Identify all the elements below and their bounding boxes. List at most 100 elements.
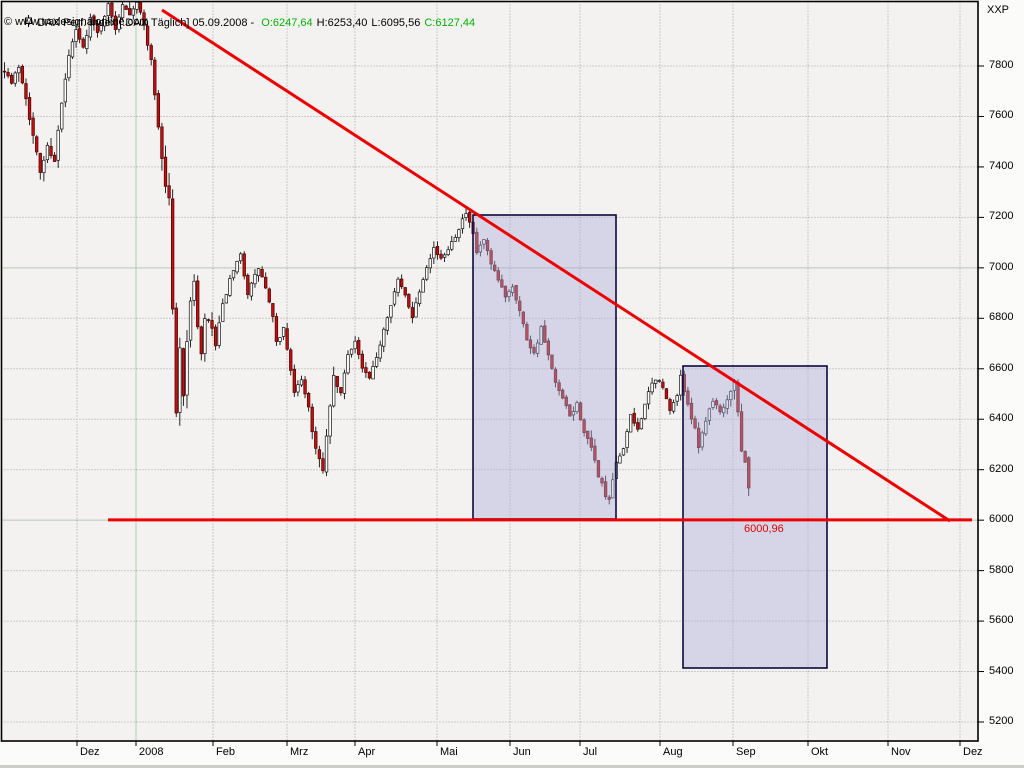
- candle-body: [371, 366, 375, 380]
- candle-body: [85, 35, 89, 49]
- candle-body: [174, 307, 178, 414]
- candle-body: [303, 379, 307, 395]
- candle-body: [403, 287, 407, 296]
- candle-body: [661, 381, 665, 388]
- candle-body: [296, 384, 300, 393]
- candle-body: [88, 17, 93, 38]
- candle-body: [77, 28, 82, 40]
- candle-body: [693, 418, 697, 429]
- candle-body: [675, 395, 679, 402]
- candle-body: [192, 280, 196, 301]
- candle-body: [410, 307, 415, 319]
- candle-body: [156, 93, 161, 128]
- x-axis-label: Feb: [216, 746, 235, 758]
- candle-body: [696, 427, 701, 449]
- candle-body: [396, 278, 400, 293]
- candle-body: [124, 5, 128, 10]
- candle-body: [496, 270, 500, 281]
- candle-body: [593, 445, 597, 461]
- candle-body: [92, 15, 96, 25]
- candle-body: [299, 379, 304, 386]
- candle-body: [106, 3, 110, 16]
- candle-body: [235, 260, 239, 273]
- candle-body: [628, 414, 633, 433]
- candle-body: [507, 291, 511, 297]
- candle-body: [238, 253, 243, 262]
- candle-body: [210, 320, 214, 329]
- x-axis-label: Apr: [358, 746, 376, 758]
- candle-body: [360, 353, 364, 369]
- candle-body: [289, 349, 293, 371]
- candle-body: [571, 411, 576, 416]
- candle-body: [188, 300, 193, 341]
- candle-body: [625, 431, 629, 448]
- candle-body: [532, 347, 536, 354]
- candle-body: [253, 274, 257, 285]
- candle-body: [729, 391, 733, 400]
- candle-body: [521, 311, 525, 325]
- candle-body: [578, 402, 583, 421]
- candle-body: [203, 318, 207, 354]
- candle-body: [428, 258, 432, 269]
- high-value: H:6253,40: [316, 16, 368, 29]
- x-axis-label: Dez: [80, 746, 100, 758]
- candle-body: [657, 380, 661, 382]
- candle-body: [535, 342, 540, 354]
- candle-body: [103, 15, 107, 27]
- candle-body: [575, 402, 579, 413]
- candle-body: [56, 129, 60, 161]
- candle-body: [367, 371, 372, 379]
- candlestick-icon: [6, 2, 33, 44]
- plot-border: [0, 0, 979, 742]
- candle-body: [17, 67, 21, 74]
- candle-body: [63, 78, 67, 103]
- y-axis-label: 5400: [989, 664, 1014, 677]
- candle-body: [446, 249, 450, 256]
- candle-body: [482, 239, 486, 245]
- candle-body: [128, 8, 132, 16]
- candle-body: [110, 2, 114, 17]
- candle-body: [60, 102, 64, 130]
- candle-body: [278, 337, 282, 342]
- candle-body: [671, 402, 676, 412]
- candle-body: [442, 254, 447, 258]
- candle-body: [38, 153, 42, 173]
- window-bottom-edge: [0, 765, 1024, 768]
- x-axis-label: Mrz: [290, 746, 309, 758]
- candles-layer: [2, 1, 751, 505]
- x-axis-label: Mai: [440, 746, 458, 758]
- candle-body: [160, 126, 164, 159]
- candle-body: [514, 285, 518, 301]
- candle-body: [217, 322, 221, 346]
- candle-body: [646, 391, 651, 405]
- candle-body: [310, 406, 314, 433]
- y-axis-label: 5200: [989, 715, 1014, 727]
- trendline[interactable]: [161, 8, 951, 523]
- measure-box[interactable]: [472, 214, 617, 520]
- candle-body: [171, 198, 175, 310]
- chart-title-bar: DAX Perf. Index [.DAX Täglich] 05.09.200…: [4, 2, 479, 44]
- candle-body: [711, 400, 715, 408]
- y-axis-label: 6400: [989, 412, 1014, 425]
- candle-body: [611, 479, 615, 499]
- candle-body: [45, 144, 50, 161]
- candle-body: [196, 280, 200, 328]
- candle-body: [722, 406, 726, 414]
- x-axis-label: Nov: [891, 746, 911, 758]
- candle-body: [224, 294, 228, 304]
- close-value: C:6127,44: [424, 16, 476, 29]
- candle-body: [292, 368, 296, 393]
- candle-body: [142, 12, 146, 26]
- measure-box[interactable]: [682, 365, 828, 669]
- candle-body: [120, 4, 125, 19]
- candle-body: [460, 218, 465, 230]
- candle-body: [421, 279, 425, 293]
- candle-body: [321, 458, 325, 472]
- candle-body: [689, 402, 694, 420]
- candle-body: [485, 240, 490, 252]
- candle-body: [374, 357, 379, 367]
- candle-body: [346, 354, 350, 374]
- candle-body: [650, 382, 654, 393]
- y-axis-label: 7800: [989, 59, 1014, 71]
